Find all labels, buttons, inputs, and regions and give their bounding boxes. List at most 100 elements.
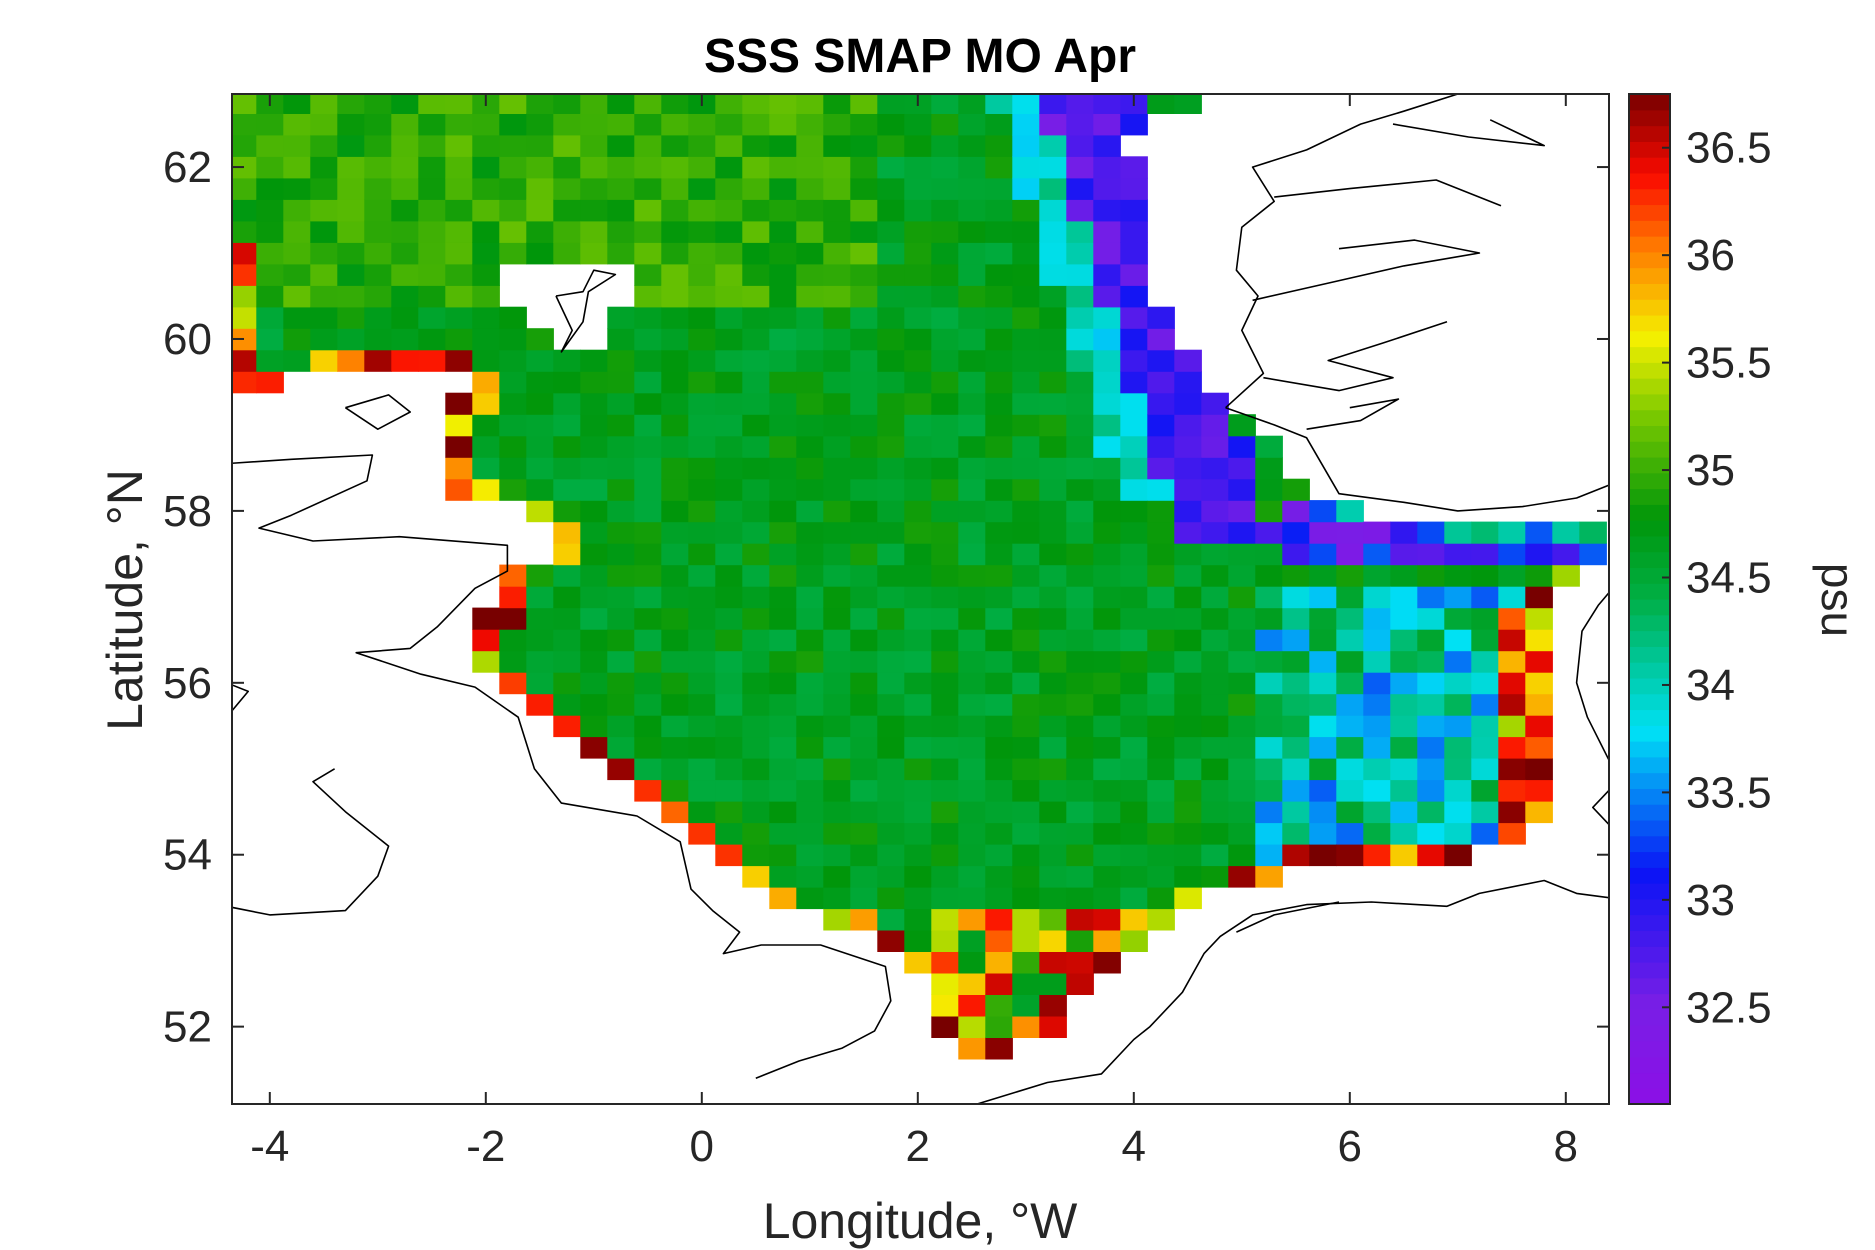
grid-cell	[742, 715, 770, 738]
grid-cell	[1228, 500, 1256, 523]
grid-cell	[715, 285, 743, 308]
colorbar-swatch	[1629, 741, 1670, 758]
grid-cell	[1282, 736, 1310, 759]
grid-cell	[499, 564, 527, 587]
grid-cell	[1498, 543, 1526, 566]
grid-cell	[742, 822, 770, 845]
grid-cell	[931, 263, 959, 286]
grid-cell	[445, 328, 473, 351]
grid-cell	[283, 113, 311, 136]
grid-cell	[580, 715, 608, 738]
grid-cell	[823, 94, 851, 114]
grid-cell	[715, 220, 743, 243]
grid-cell	[634, 650, 662, 673]
grid-cell	[958, 435, 986, 458]
grid-cell	[580, 521, 608, 544]
grid-cell	[661, 242, 689, 265]
colorbar-swatch	[1629, 788, 1670, 805]
grid-cell	[985, 994, 1013, 1017]
grid-cell	[1228, 844, 1256, 867]
grid-cell	[958, 801, 986, 824]
grid-cell	[1147, 349, 1175, 372]
colorbar-swatch	[1629, 504, 1670, 521]
colorbar-swatch	[1629, 583, 1670, 600]
grid-cell	[985, 435, 1013, 458]
grid-cell	[715, 801, 743, 824]
grid-cell	[1039, 758, 1067, 781]
colorbar-swatch	[1629, 851, 1670, 868]
grid-cell	[1282, 650, 1310, 673]
grid-cell	[553, 349, 581, 372]
grid-cell	[661, 779, 689, 802]
grid-cell	[661, 306, 689, 329]
grid-cell	[580, 242, 608, 265]
grid-cell	[1120, 220, 1148, 243]
grid-cell	[1336, 607, 1364, 630]
grid-cell	[877, 113, 905, 136]
grid-cell	[1012, 457, 1040, 480]
grid-cell	[445, 263, 473, 286]
grid-cell	[1039, 199, 1067, 222]
grid-cell	[1147, 435, 1175, 458]
colorbar-swatch	[1629, 1009, 1670, 1026]
grid-cell	[985, 349, 1013, 372]
grid-cell	[1444, 629, 1472, 652]
grid-cell	[769, 779, 797, 802]
grid-cell	[769, 650, 797, 673]
grid-cell	[823, 113, 851, 136]
grid-cell	[661, 414, 689, 437]
grid-cell	[1309, 693, 1337, 716]
grid-cell	[1174, 371, 1202, 394]
grid-cell	[877, 500, 905, 523]
grid-cell	[364, 177, 392, 200]
grid-cell	[1525, 779, 1553, 802]
grid-cell	[796, 736, 824, 759]
grid-cell	[904, 586, 932, 609]
grid-cell	[472, 392, 500, 415]
grid-cell	[1039, 779, 1067, 802]
coastline-segment	[1225, 94, 1459, 409]
grid-cell	[931, 672, 959, 695]
grid-cell	[850, 328, 878, 351]
grid-cell	[904, 349, 932, 372]
grid-cell	[256, 371, 284, 394]
grid-cell	[796, 414, 824, 437]
grid-cell	[958, 564, 986, 587]
grid-cell	[1147, 564, 1175, 587]
grid-cell	[877, 758, 905, 781]
grid-cell	[1039, 521, 1067, 544]
grid-cell	[1282, 607, 1310, 630]
grid-cell	[391, 156, 419, 179]
grid-cell	[985, 908, 1013, 931]
grid-cell	[931, 758, 959, 781]
grid-cell	[472, 156, 500, 179]
grid-cell	[607, 715, 635, 738]
grid-cell	[769, 500, 797, 523]
grid-cell	[985, 672, 1013, 695]
grid-cell	[1363, 543, 1391, 566]
grid-cell	[958, 306, 986, 329]
grid-cell	[472, 285, 500, 308]
colorbar-swatch	[1629, 914, 1670, 932]
grid-cell	[1201, 758, 1229, 781]
grid-cell	[445, 199, 473, 222]
grid-cell	[1471, 758, 1499, 781]
grid-cell	[364, 113, 392, 136]
grid-cell	[472, 134, 500, 157]
grid-cell	[607, 328, 635, 351]
grid-cell	[742, 586, 770, 609]
grid-cell	[904, 758, 932, 781]
grid-cell	[715, 736, 743, 759]
grid-cell	[769, 306, 797, 329]
grid-cell	[1444, 822, 1472, 845]
grid-cell	[337, 285, 365, 308]
grid-cell	[1012, 779, 1040, 802]
grid-cell	[688, 285, 716, 308]
grid-cell	[823, 801, 851, 824]
colorbar-swatch	[1629, 251, 1670, 269]
grid-cell	[634, 457, 662, 480]
grid-cell	[742, 629, 770, 652]
grid-cell	[1444, 521, 1472, 544]
grid-cell	[634, 177, 662, 200]
colorbar-swatch	[1629, 1072, 1670, 1089]
